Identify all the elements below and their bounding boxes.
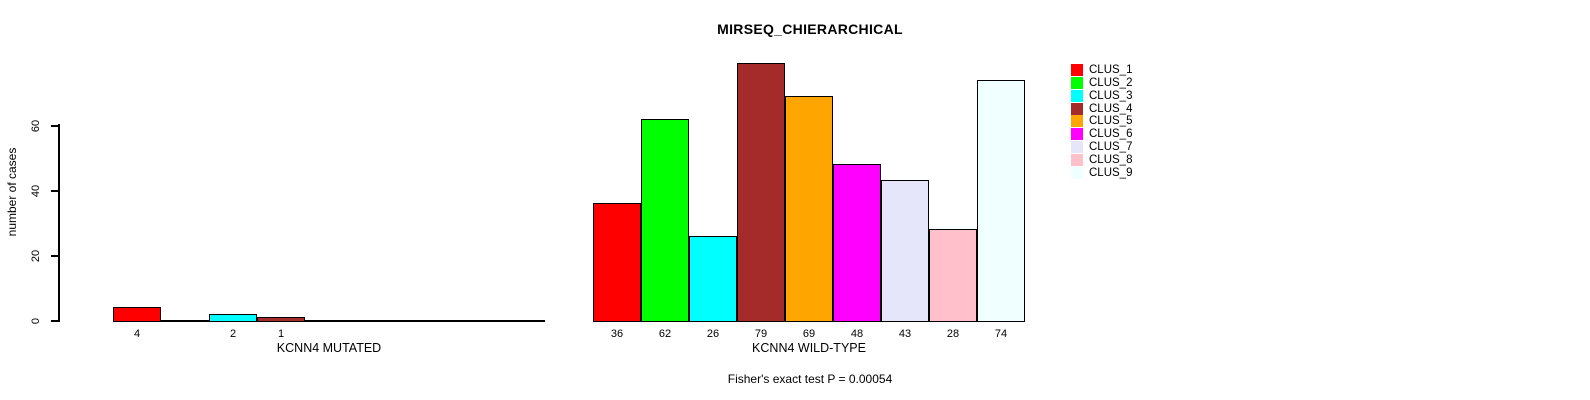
group-label-kcnn4-wild-type: KCNN4 WILD-TYPE — [752, 341, 866, 355]
bar-value-label: 62 — [658, 328, 672, 340]
y-tick-label: 20 — [30, 249, 42, 263]
y-axis-line — [58, 124, 60, 322]
y-tick — [51, 125, 58, 127]
bar-value-label: 36 — [610, 328, 624, 340]
bar-clus_4 — [257, 316, 305, 322]
chart-title: MIRSEQ_CHIERARCHICAL — [717, 21, 903, 37]
legend-swatch-icon — [1071, 140, 1083, 153]
fisher-test-note: Fisher's exact test P = 0.00054 — [727, 372, 893, 386]
legend-item: CLUS_7 — [1071, 140, 1133, 154]
bar-clus_7 — [881, 180, 929, 322]
legend-label: CLUS_5 — [1089, 115, 1133, 128]
bar-value-label: 69 — [802, 328, 816, 340]
legend-swatch-icon — [1071, 102, 1083, 115]
bar-value-label: 2 — [229, 328, 237, 340]
legend-item: CLUS_6 — [1071, 128, 1132, 141]
y-tick — [51, 190, 58, 192]
legend: CLUS_1 CLUS_2 CLUS_3 CLUS_4 CLUS_5 CLUS_6 CLUS… — [1071, 64, 1132, 179]
bar-clus_4 — [737, 63, 785, 322]
legend-label: CLUS_2 — [1089, 77, 1133, 90]
bar-value-label: 1 — [277, 328, 285, 340]
bar-value-label: 79 — [754, 328, 768, 340]
bar-value-label: 26 — [706, 328, 720, 340]
legend-label: CLUS_8 — [1089, 153, 1133, 166]
legend-item: CLUS_4 — [1071, 102, 1132, 115]
legend-item: CLUS_3 — [1071, 89, 1133, 103]
legend-label: CLUS_6 — [1089, 128, 1133, 141]
bar-clus_6 — [833, 164, 881, 322]
legend-item: CLUS_5 — [1071, 115, 1132, 128]
bar-clus_1 — [113, 307, 161, 322]
legend-item: CLUS_8 — [1071, 153, 1132, 166]
legend-swatch-icon — [1071, 115, 1083, 128]
bar-value-label: 48 — [850, 328, 864, 340]
bar-value-label: 4 — [133, 328, 141, 340]
x-baseline — [113, 320, 545, 322]
bar-clus_1 — [593, 203, 641, 322]
legend-label: CLUS_4 — [1089, 102, 1133, 115]
legend-label: CLUS_1 — [1089, 64, 1133, 77]
bar-clus_5 — [785, 95, 833, 322]
legend-label: CLUS_3 — [1089, 89, 1133, 102]
y-axis-label: number of cases — [5, 147, 19, 237]
legend-swatch-icon — [1071, 166, 1083, 179]
legend-swatch-icon — [1071, 77, 1083, 90]
y-tick-label: 60 — [30, 119, 42, 133]
legend-swatch-icon — [1071, 64, 1083, 77]
bar-clus_9 — [977, 79, 1025, 322]
legend-swatch-icon — [1071, 153, 1083, 166]
bar-clus_2 — [641, 118, 689, 322]
bar-value-label: 28 — [946, 328, 960, 340]
legend-item: CLUS_9 — [1071, 166, 1132, 179]
y-tick-label: 0 — [30, 317, 42, 325]
legend-swatch-icon — [1071, 128, 1083, 141]
y-tick — [51, 320, 58, 322]
legend-label: CLUS_7 — [1089, 140, 1133, 153]
group-label-kcnn4-mutated: KCNN4 MUTATED — [276, 341, 382, 355]
bar-clus_3 — [689, 235, 737, 322]
bar-clus_8 — [929, 229, 977, 322]
y-tick-label: 40 — [30, 184, 42, 198]
legend-item: CLUS_2 — [1071, 77, 1132, 90]
legend-item: CLUS_1 — [1071, 64, 1132, 77]
legend-label: CLUS_9 — [1089, 166, 1133, 179]
bar-clus_3 — [209, 313, 257, 322]
bar-value-label: 43 — [898, 328, 912, 340]
y-tick — [51, 255, 58, 257]
legend-swatch-icon — [1071, 89, 1083, 102]
bar-value-label: 74 — [994, 328, 1008, 340]
